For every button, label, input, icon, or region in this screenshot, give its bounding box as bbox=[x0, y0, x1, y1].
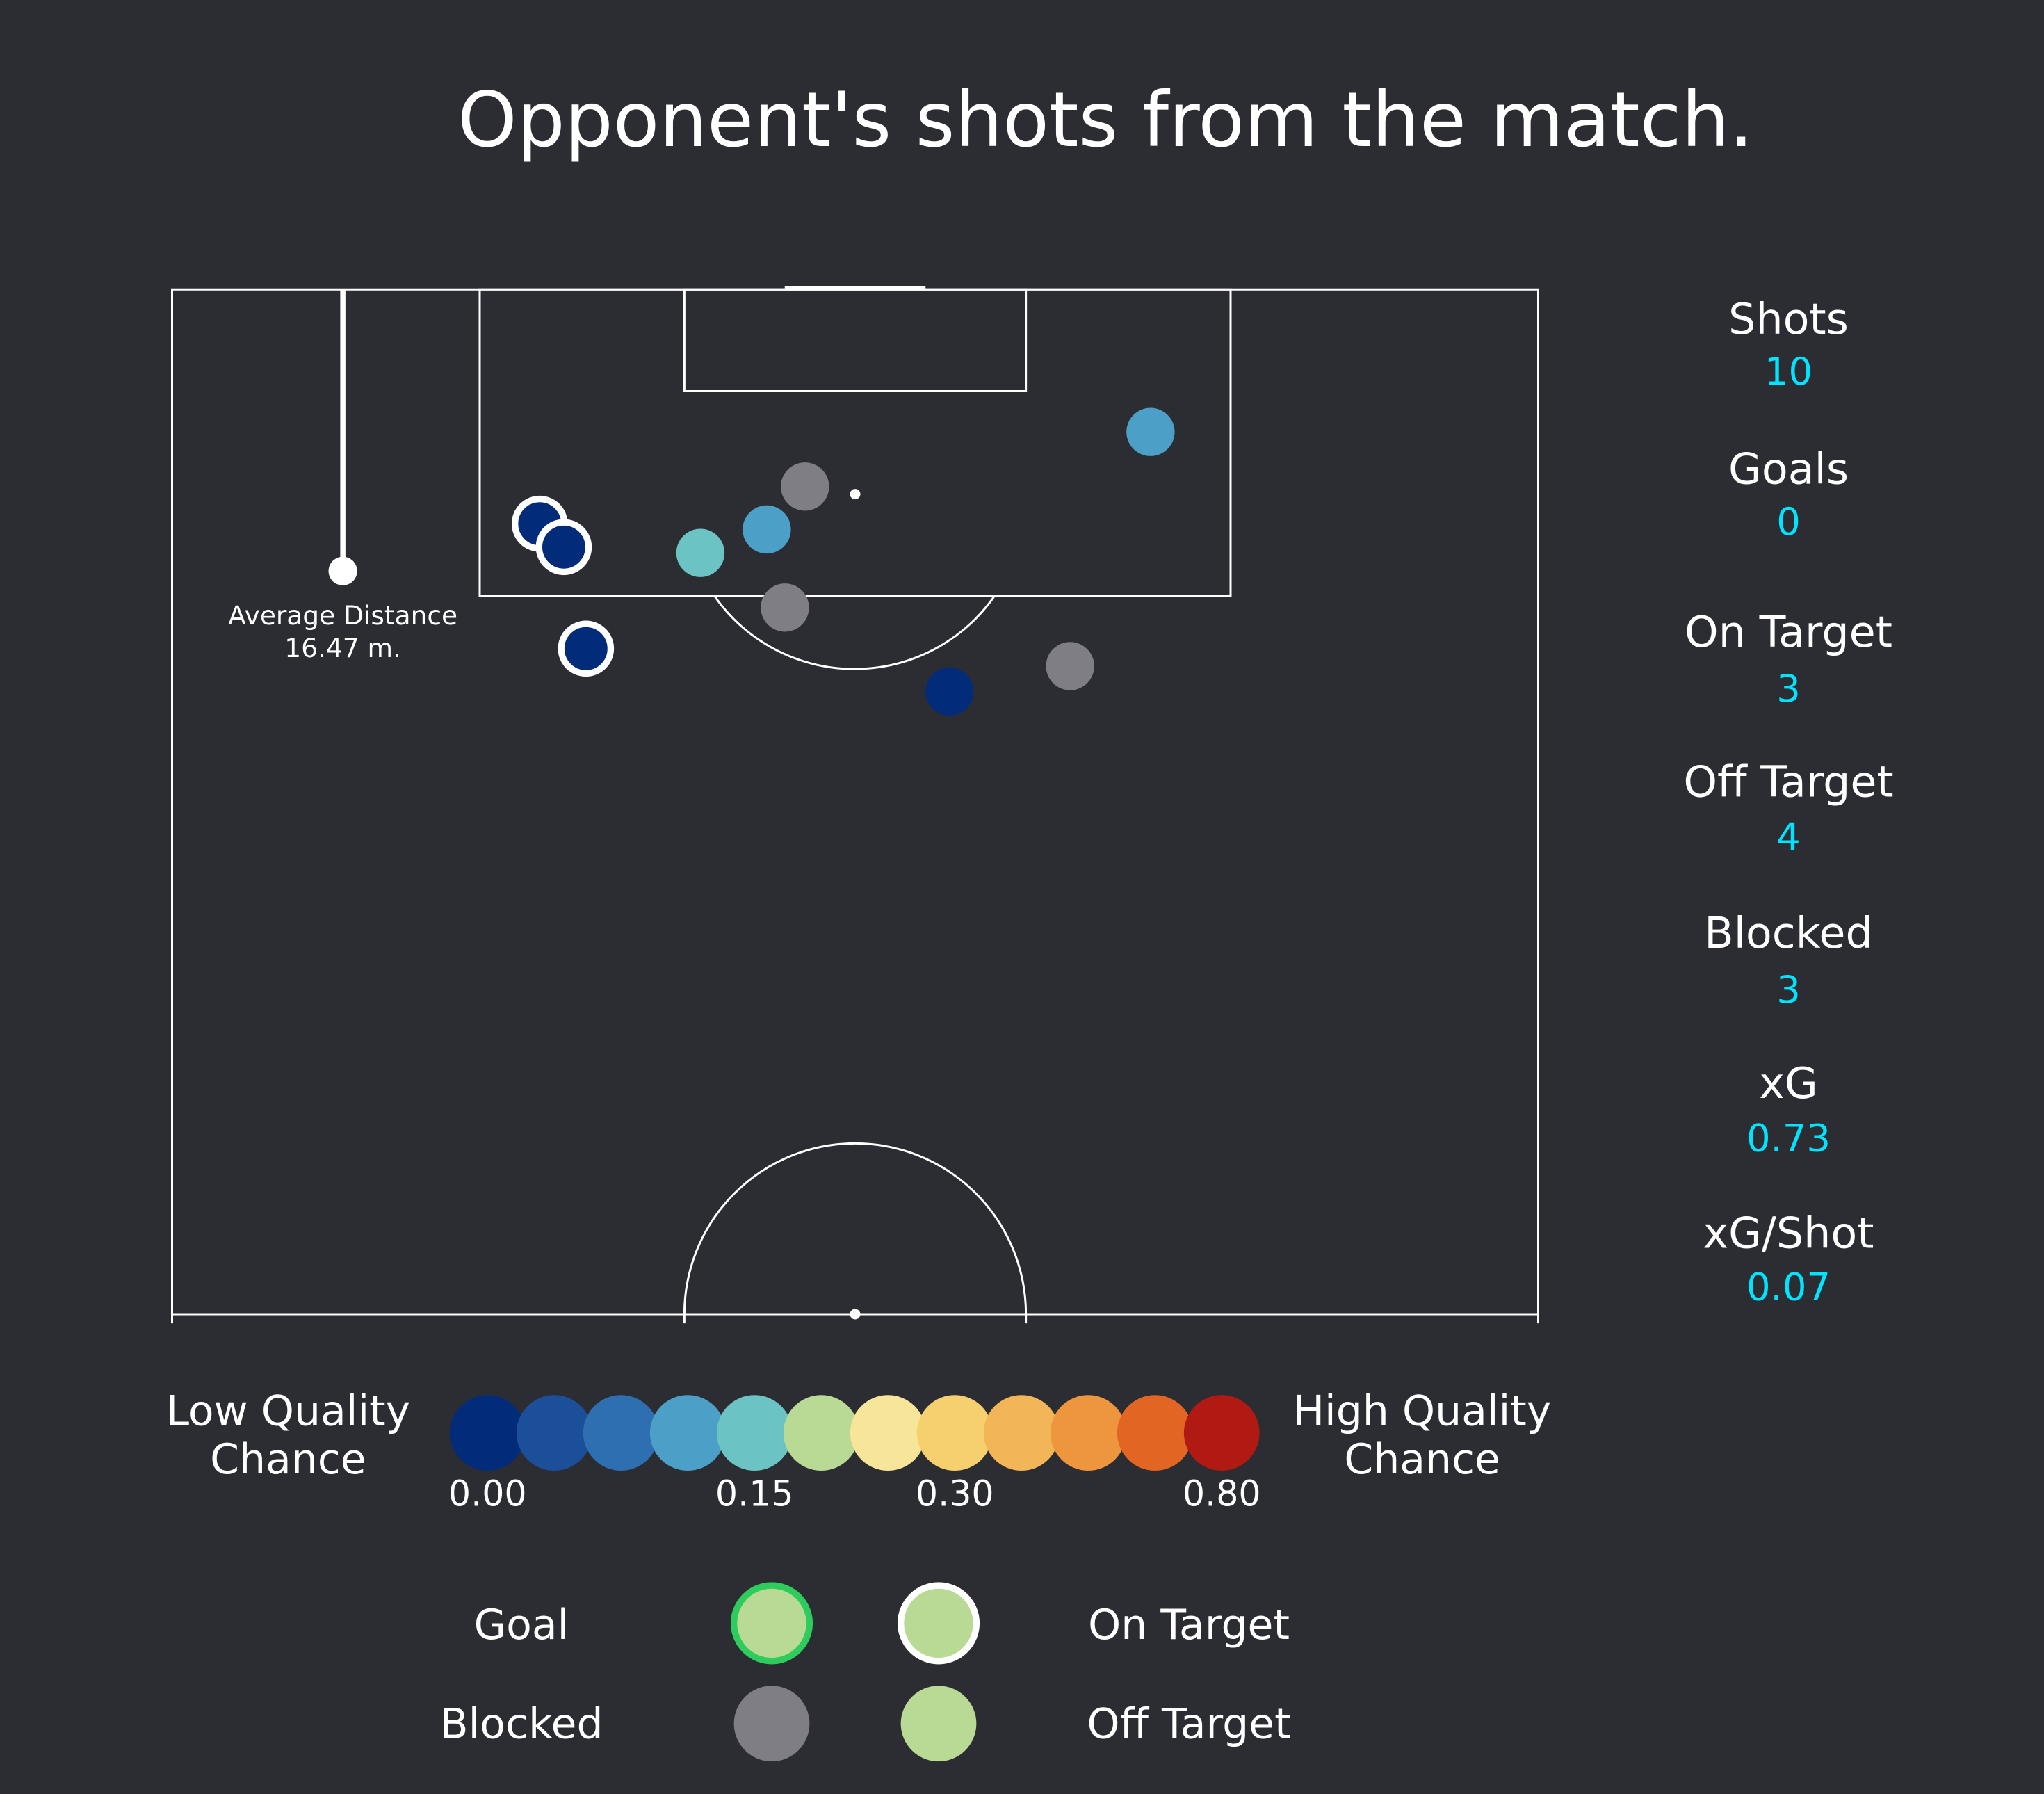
colorbar-swatch bbox=[783, 1395, 859, 1471]
shot-marker bbox=[743, 505, 791, 554]
colorbar-swatch bbox=[516, 1395, 592, 1471]
average-distance-value: 16.47 m. bbox=[284, 633, 401, 663]
shot-marker bbox=[1126, 407, 1175, 456]
stat-shots-value: 10 bbox=[1765, 350, 1812, 394]
colorbar-tick-label: 0.15 bbox=[715, 1473, 794, 1514]
stat-blocked-label: Blocked bbox=[1704, 908, 1872, 958]
colorbar-swatch bbox=[649, 1395, 726, 1471]
shot-marker bbox=[781, 462, 829, 511]
colorbar-swatch bbox=[1183, 1395, 1260, 1471]
stat-goals-label: Goals bbox=[1728, 444, 1849, 494]
stat-xg-per-shot-value: 0.07 bbox=[1746, 1265, 1831, 1309]
colorbar-tick-label: 0.00 bbox=[448, 1473, 527, 1514]
penalty-box bbox=[478, 288, 1232, 597]
legend-goal-label: Goal bbox=[474, 1601, 569, 1649]
colorbar-swatch bbox=[449, 1395, 526, 1471]
shot-marker bbox=[761, 583, 809, 632]
shots-layer bbox=[511, 407, 1175, 716]
outcome-legend: Goal On Target Blocked Off Target bbox=[439, 1582, 1291, 1762]
shot-marker bbox=[1046, 642, 1094, 690]
centre-circle-arc bbox=[683, 1142, 1028, 1315]
legend-blocked-marker bbox=[733, 1686, 810, 1762]
pitch bbox=[170, 286, 1539, 1324]
colorbar-swatch bbox=[1050, 1395, 1126, 1471]
legend-off-target-marker bbox=[900, 1686, 977, 1762]
stat-on-target-value: 3 bbox=[1776, 667, 1801, 711]
stat-goals-value: 0 bbox=[1776, 500, 1801, 544]
low-quality-label-line1: Low Quality bbox=[166, 1387, 411, 1435]
legend-on-target-marker bbox=[897, 1582, 980, 1665]
colorbar-swatch bbox=[583, 1395, 659, 1471]
colorbar-tick-label: 0.80 bbox=[1183, 1473, 1261, 1514]
shot-marker bbox=[558, 620, 615, 677]
legend-off-target-label: Off Target bbox=[1087, 1699, 1290, 1748]
stats-panel: Shots 10 Goals 0 On Target 3 Off Target … bbox=[1683, 294, 1893, 1309]
penalty-arc bbox=[713, 595, 996, 670]
stat-shots-label: Shots bbox=[1728, 294, 1849, 344]
colorbar-swatch bbox=[1117, 1395, 1193, 1471]
stat-off-target-value: 4 bbox=[1776, 816, 1801, 859]
stat-xg-value: 0.73 bbox=[1746, 1117, 1831, 1161]
colorbar-swatch bbox=[850, 1395, 926, 1471]
average-distance-dot bbox=[328, 556, 357, 585]
colorbar-ticks: 0.00 0.15 0.30 0.80 bbox=[448, 1473, 1261, 1514]
colorbar-tick-label: 0.30 bbox=[916, 1473, 994, 1514]
colorbar-swatch bbox=[716, 1395, 793, 1471]
penalty-spot bbox=[850, 489, 861, 500]
legend-on-target-label: On Target bbox=[1088, 1601, 1290, 1649]
high-quality-label-line2: Chance bbox=[1344, 1435, 1500, 1484]
chart-title: Opponent's shots from the match. bbox=[457, 76, 1753, 164]
shot-marker bbox=[676, 528, 725, 577]
stat-xg-per-shot-label: xG/Shot bbox=[1703, 1208, 1874, 1258]
legend-blocked-label: Blocked bbox=[439, 1699, 603, 1748]
centre-spot bbox=[850, 1309, 861, 1320]
average-distance-label: Average Distance bbox=[228, 600, 457, 631]
six-yard-box bbox=[683, 288, 1028, 392]
xg-colorbar: Low Quality Chance High Quality Chance 0… bbox=[166, 1387, 1552, 1514]
colorbar-swatch bbox=[983, 1395, 1060, 1471]
pitch-outline bbox=[171, 288, 1539, 1316]
colorbar-swatch bbox=[916, 1395, 993, 1471]
stat-on-target-label: On Target bbox=[1685, 607, 1892, 657]
colorbar-swatches bbox=[449, 1395, 1260, 1471]
high-quality-label-line1: High Quality bbox=[1293, 1387, 1551, 1435]
stat-xg-label: xG bbox=[1759, 1058, 1818, 1108]
average-distance-marker: Average Distance 16.47 m. bbox=[228, 289, 457, 663]
low-quality-label-line2: Chance bbox=[210, 1435, 366, 1484]
legend-goal-marker bbox=[730, 1582, 813, 1665]
shot-marker bbox=[925, 667, 974, 716]
stat-blocked-value: 3 bbox=[1776, 968, 1801, 1012]
shot-marker bbox=[535, 519, 592, 576]
stat-off-target-label: Off Target bbox=[1683, 757, 1893, 807]
